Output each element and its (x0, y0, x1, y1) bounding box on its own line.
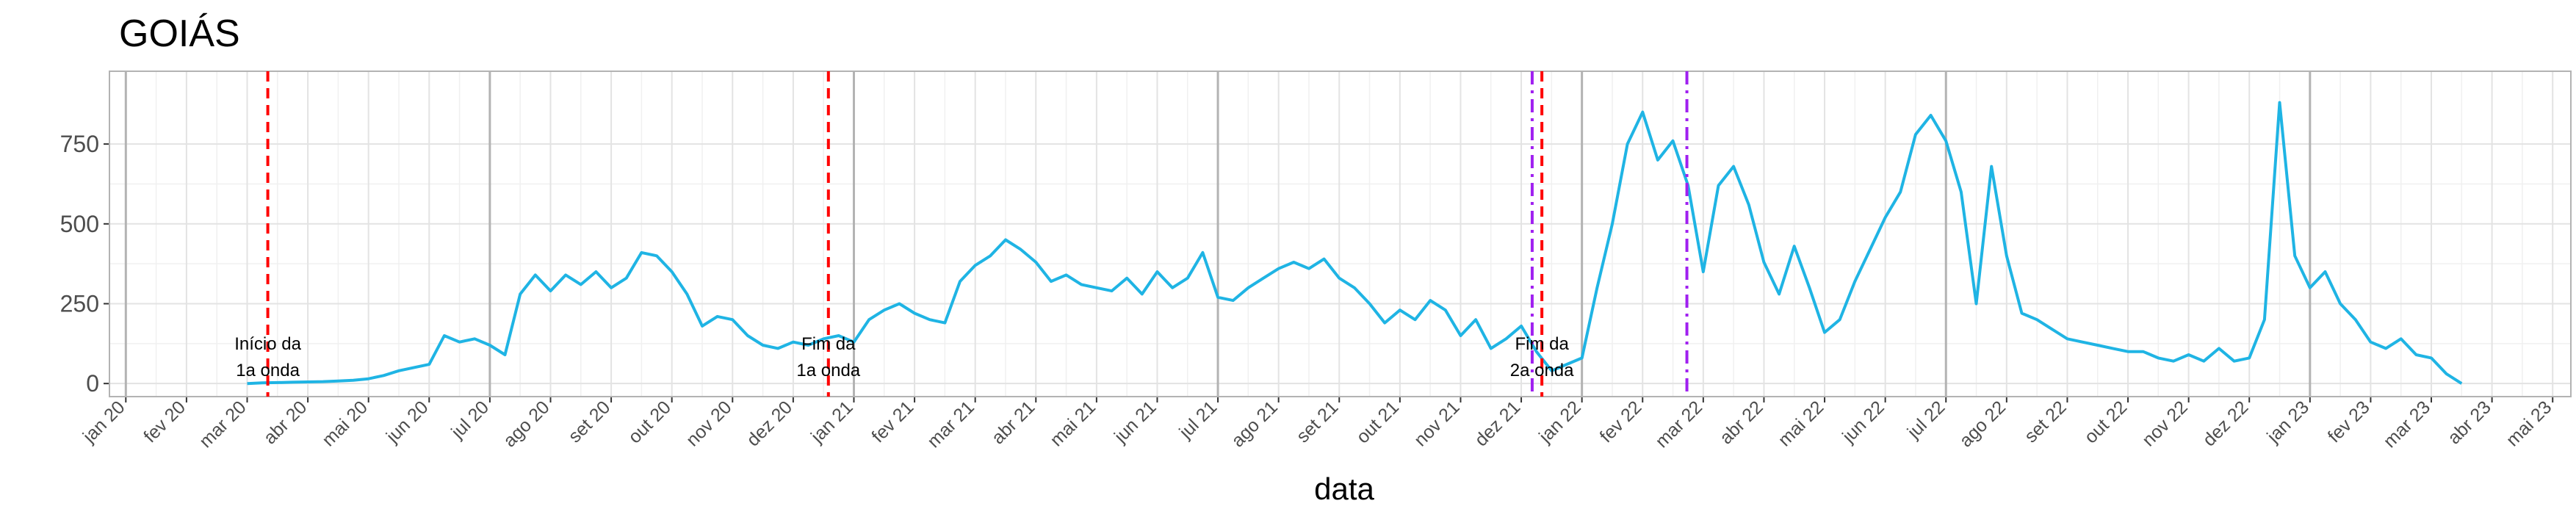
x-tick-label: jan 22 (1534, 397, 1585, 447)
y-tick-label: 0 (86, 370, 99, 397)
chart-title: GOIÁS (119, 12, 240, 55)
x-tick-label: fev 20 (140, 397, 190, 447)
x-tick-label: jul 21 (1175, 397, 1222, 443)
x-tick-label: dez 22 (2199, 397, 2253, 450)
x-tick-label: out 21 (1352, 397, 1403, 447)
x-tick-label: jan 23 (2262, 397, 2313, 447)
x-tick-label: fev 23 (2324, 397, 2374, 447)
x-tick-label: jun 21 (1110, 397, 1161, 447)
plot-border (109, 71, 2572, 397)
x-tick-label: jul 20 (447, 397, 493, 443)
x-tick-label: nov 20 (682, 397, 736, 450)
x-tick-label: mai 23 (2503, 397, 2556, 450)
x-tick-label: jul 22 (1903, 397, 1949, 443)
y-tick-label: 750 (60, 131, 99, 157)
x-tick-label: mar 22 (1651, 397, 1706, 452)
y-tick-label: 500 (60, 211, 99, 237)
x-axis-title: data (1314, 472, 1374, 506)
x-tick-label: set 22 (2021, 397, 2071, 447)
event-label: 2a onda (1510, 361, 1574, 380)
x-tick-label: dez 20 (743, 397, 796, 450)
event-label: 1a onda (796, 361, 860, 380)
x-tick-label: nov 22 (2138, 397, 2192, 450)
x-tick-label: out 22 (2080, 397, 2131, 447)
event-label: Fim da (1515, 334, 1569, 354)
x-tick-label: jun 22 (1838, 397, 1888, 447)
x-tick-label: out 20 (624, 397, 675, 447)
x-tick-label: abr 21 (988, 397, 1039, 448)
x-tick-label: abr 20 (259, 397, 311, 448)
event-label: Fim da (801, 334, 856, 354)
x-tick-label: mai 20 (318, 397, 372, 450)
event-label: Início da (234, 334, 301, 354)
x-tick-label: jun 20 (382, 397, 433, 447)
x-tick-label: jan 20 (79, 397, 129, 447)
x-tick-label: mai 22 (1774, 397, 1828, 450)
x-tick-label: set 20 (564, 397, 614, 447)
x-tick-label: set 21 (1293, 397, 1343, 447)
x-tick-label: fev 21 (867, 397, 917, 447)
x-tick-label: ago 21 (1227, 397, 1282, 451)
x-tick-label: ago 20 (499, 397, 554, 451)
x-tick-label: mai 21 (1046, 397, 1100, 450)
x-tick-label: mar 21 (923, 397, 978, 452)
x-tick-label: ago 22 (1955, 397, 2010, 451)
x-tick-label: dez 21 (1471, 397, 1524, 450)
x-tick-label: mar 23 (2379, 397, 2434, 452)
event-label: 1a onda (236, 361, 300, 380)
x-tick-label: abr 23 (2444, 397, 2495, 448)
y-tick-label: 250 (60, 290, 99, 317)
x-tick-label: fev 22 (1596, 397, 1646, 447)
x-tick-label: abr 22 (1716, 397, 1767, 448)
x-tick-label: nov 21 (1410, 397, 1464, 450)
x-tick-label: jan 21 (807, 397, 857, 447)
x-tick-label: mar 20 (195, 397, 250, 452)
data-line (247, 101, 2463, 386)
